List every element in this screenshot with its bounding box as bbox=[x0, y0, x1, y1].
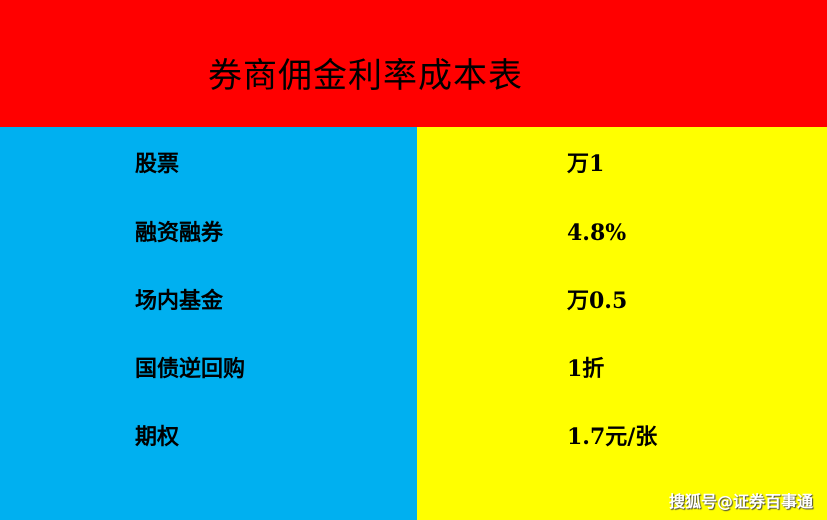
row-label-stock: 股票 bbox=[135, 151, 180, 177]
row-label-etf: 场内基金 bbox=[135, 288, 224, 314]
row-label-margin: 融资融券 bbox=[135, 220, 224, 246]
row-value-options: 1.7元/张 bbox=[567, 424, 658, 450]
header-banner: 券商佣金利率成本表 bbox=[0, 0, 827, 127]
row-label-repo: 国债逆回购 bbox=[135, 356, 246, 382]
row-value-etf: 万0.5 bbox=[567, 288, 628, 314]
row-value-stock: 万1 bbox=[567, 151, 605, 177]
value-column bbox=[417, 127, 827, 520]
row-value-margin: 4.8% bbox=[567, 220, 627, 246]
watermark: 搜狐号@证券百事通 bbox=[668, 492, 813, 511]
label-column bbox=[0, 127, 417, 520]
page-title: 券商佣金利率成本表 bbox=[208, 56, 523, 96]
row-label-options: 期权 bbox=[135, 424, 180, 450]
row-value-repo: 1折 bbox=[567, 356, 605, 382]
